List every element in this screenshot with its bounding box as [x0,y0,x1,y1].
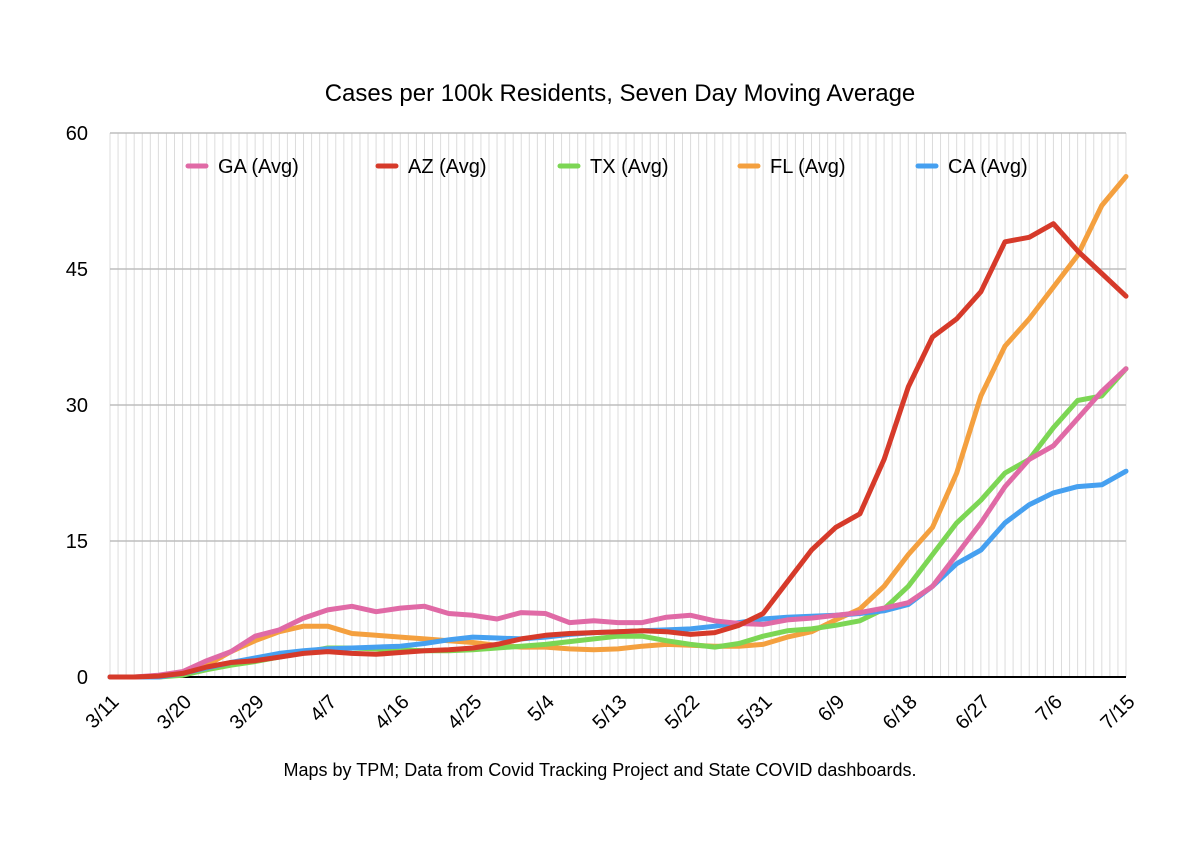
x-tick-label: 4/25 [443,691,486,734]
x-tick-label: 6/27 [951,691,994,734]
y-tick-label: 0 [77,667,88,689]
x-tick-label: 6/9 [814,691,849,726]
legend-label: CA (Avg) [948,156,1028,178]
y-tick-label: 30 [66,395,88,417]
x-tick-label: 7/6 [1032,691,1067,726]
y-axis-tick-labels: 0 15 30 45 60 [66,123,88,689]
x-tick-label: 5/4 [524,691,559,726]
legend-label: TX (Avg) [590,156,669,178]
x-tick-label: 5/31 [734,691,777,734]
x-axis-tick-labels: 3/11 3/20 3/29 4/7 4/16 4/25 5/4 5/13 5/22 5/31 6/… [81,691,1139,734]
major-gridlines [110,132,1126,678]
x-tick-label: 3/29 [226,691,269,734]
x-tick-label: 3/11 [81,691,123,733]
y-tick-label: 60 [66,123,88,145]
legend-label: FL (Avg) [770,156,846,178]
legend-label: AZ (Avg) [408,156,487,178]
source-caption: Maps by TPM; Data from Covid Tracking Pr… [283,760,917,780]
y-tick-label: 15 [66,531,88,553]
series-line-az [107,221,1129,680]
x-tick-label: 4/16 [371,691,414,734]
x-tick-label: 4/7 [306,691,341,726]
chart-title: Cases per 100k Residents, Seven Day Movi… [324,80,916,107]
series-line-ga [107,366,1129,680]
x-tick-label: 3/20 [153,691,196,734]
x-tick-label: 5/13 [588,691,631,734]
legend: GA (Avg) AZ (Avg) TX (Avg) FL (Avg) CA (Avg) [185,156,1028,178]
legend-label: GA (Avg) [218,156,299,178]
series-lines [107,174,1129,680]
x-tick-label: 6/18 [879,691,922,734]
x-tick-label: 5/22 [661,691,704,734]
x-tick-label: 7/15 [1096,691,1139,734]
y-tick-label: 45 [66,259,88,281]
